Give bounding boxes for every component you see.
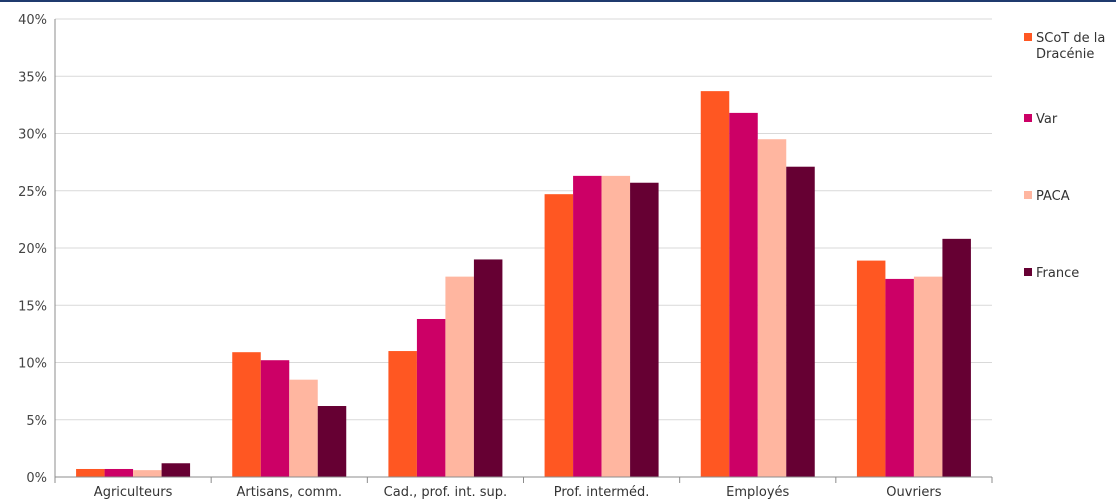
bar <box>913 276 943 477</box>
bar <box>942 238 971 477</box>
bar <box>786 166 815 477</box>
x-category-label: Ouvriers <box>886 485 941 500</box>
bar <box>757 139 787 477</box>
y-tick-label: 40% <box>18 13 47 28</box>
bar <box>856 260 886 477</box>
y-tick-label: 20% <box>18 242 47 257</box>
legend-swatch <box>1024 268 1032 276</box>
bar <box>601 175 631 478</box>
x-category-label: Prof. interméd. <box>554 485 650 500</box>
legend-label: PACA <box>1036 189 1070 204</box>
y-tick-label: 25% <box>18 185 47 200</box>
y-tick-label: 0% <box>26 471 47 486</box>
legend-label: SCoT de la <box>1036 31 1105 46</box>
bar <box>388 351 417 477</box>
bar <box>133 470 162 477</box>
bar <box>317 406 347 477</box>
y-tick-label: 35% <box>18 70 47 85</box>
bar <box>573 175 602 478</box>
y-axis-ticks: 0% 5% 10% 15% 20% 25% 30% 35% 40% <box>18 13 47 486</box>
bar <box>544 194 574 477</box>
y-tick-label: 5% <box>26 414 47 429</box>
x-category-label: Cad., prof. int. sup. <box>384 485 507 500</box>
gridlines <box>55 18 992 421</box>
legend-swatch <box>1024 191 1032 199</box>
legend-label: Var <box>1036 112 1058 127</box>
bar <box>76 468 105 477</box>
bar <box>161 463 191 477</box>
bars-group <box>76 91 971 478</box>
bar <box>445 276 474 477</box>
bar <box>700 91 730 477</box>
y-tick-label: 10% <box>18 357 47 372</box>
legend-label: Dracénie <box>1036 47 1094 62</box>
bar <box>473 259 503 477</box>
bar <box>232 352 261 477</box>
bar <box>104 468 134 477</box>
x-axis: Agriculteurs Artisans, comm. Cad., prof. i… <box>54 19 993 500</box>
bar <box>885 278 914 477</box>
bar <box>630 182 659 478</box>
legend-swatch <box>1024 33 1032 41</box>
y-tick-label: 30% <box>18 128 47 143</box>
y-tick-label: 15% <box>18 299 47 314</box>
bar <box>260 360 290 477</box>
x-category-label: Employés <box>726 485 789 500</box>
legend-label: France <box>1036 266 1079 281</box>
x-category-label: Agriculteurs <box>94 485 173 500</box>
bar <box>729 112 758 477</box>
bar <box>416 318 446 477</box>
legend-swatch <box>1024 114 1032 122</box>
bar <box>289 379 318 477</box>
x-category-label: Artisans, comm. <box>236 485 342 500</box>
